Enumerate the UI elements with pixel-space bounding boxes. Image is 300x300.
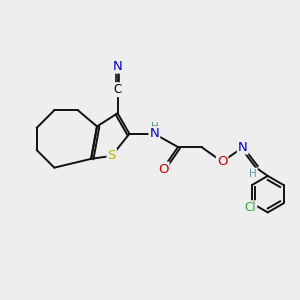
Text: H: H: [151, 122, 158, 132]
Text: O: O: [217, 155, 227, 168]
Text: C: C: [113, 83, 122, 96]
Text: O: O: [158, 163, 169, 176]
Text: S: S: [107, 149, 116, 162]
Text: Cl: Cl: [245, 201, 256, 214]
Text: H: H: [249, 169, 257, 178]
Text: N: N: [149, 127, 159, 140]
Text: N: N: [238, 141, 247, 154]
Text: N: N: [113, 60, 122, 73]
